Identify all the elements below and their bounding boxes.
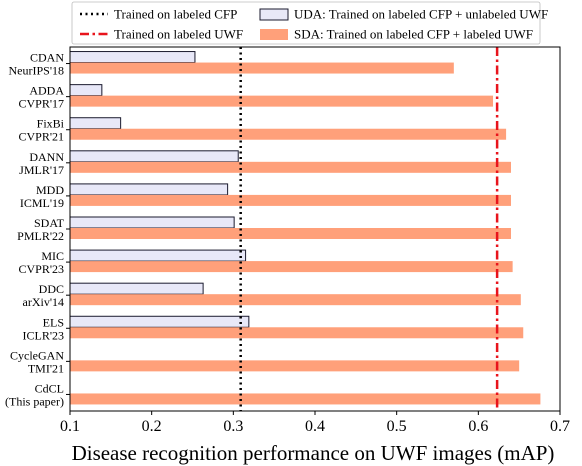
sda-bar — [70, 62, 454, 74]
uda-bar — [69, 84, 103, 97]
sda-bar — [70, 360, 520, 372]
y-tick-label-venue: PMLR'22 — [17, 229, 64, 243]
uda-bar — [69, 282, 204, 295]
x-tick-label: 0.6 — [468, 418, 488, 435]
uda-bar — [69, 150, 239, 163]
sda-bar — [70, 393, 541, 405]
sda-bar — [70, 128, 507, 140]
y-tick-label-venue: ICML'19 — [20, 196, 64, 210]
y-tick-label-venue: CVPR'21 — [18, 130, 64, 144]
y-tick-label-method: CycleGAN — [10, 348, 64, 362]
legend-label-sda: SDA: Trained on labeled CFP + labeled UW… — [294, 27, 533, 42]
sda-bar — [70, 261, 513, 273]
y-tick-label-method: SDAT — [34, 216, 65, 230]
x-axis-label: Disease recognition performance on UWF i… — [72, 441, 555, 465]
uda-bar — [69, 249, 247, 262]
x-tick-label: 0.2 — [142, 418, 162, 435]
legend-swatch-sda — [260, 29, 288, 40]
y-tick-label-method: FixBi — [37, 117, 65, 131]
legend: Trained on labeled CFP Trained on labele… — [71, 1, 548, 45]
legend-label-uwf-line: Trained on labeled UWF — [114, 27, 243, 42]
y-tick-label-method: MDD — [36, 183, 64, 197]
x-tick-label: 0.3 — [223, 418, 243, 435]
x-tick-label: 0.4 — [305, 418, 325, 435]
sda-bar — [70, 327, 524, 339]
y-tick-label-method: ELS — [43, 315, 64, 329]
y-tick-label-method: DANN — [29, 150, 64, 164]
x-axis: 0.1 0.2 0.3 0.4 0.5 0.6 0.7 — [60, 411, 570, 435]
y-tick-label-method: DDC — [39, 282, 64, 296]
sda-bar — [70, 194, 511, 206]
y-tick-label-venue: JMLR'17 — [19, 163, 64, 177]
y-tick-label-venue: (This paper) — [5, 394, 64, 408]
sda-bar — [70, 161, 511, 173]
plot-area — [69, 47, 541, 411]
uda-bar — [69, 183, 229, 196]
uda-bar — [69, 216, 235, 229]
legend-label-uda: UDA: Trained on labeled CFP + unlabeled … — [294, 7, 548, 22]
y-tick-label-venue: NeurIPS'18 — [9, 64, 65, 78]
y-tick-label-method: CDAN — [30, 51, 64, 65]
y-tick-label-venue: CVPR'17 — [18, 97, 64, 111]
x-tick-label: 0.7 — [550, 418, 570, 435]
x-tick-label: 0.1 — [60, 418, 80, 435]
sda-bar — [70, 95, 494, 107]
y-tick-label-method: MIC — [41, 249, 64, 263]
y-tick-label-method: ADDA — [29, 84, 64, 98]
y-tick-label-venue: TMI'21 — [28, 361, 64, 375]
x-tick-label: 0.5 — [387, 418, 407, 435]
uda-bar — [69, 315, 250, 328]
legend-frame — [71, 1, 541, 45]
y-tick-label-venue: ICLR'23 — [23, 328, 65, 342]
uda-bar — [69, 51, 196, 64]
sda-bar — [70, 228, 511, 239]
y-tick-label-venue: CVPR'23 — [18, 262, 64, 276]
y-tick-label-venue: arXiv'14 — [23, 295, 64, 309]
legend-swatch-uda — [259, 8, 289, 21]
uda-bar — [69, 117, 122, 130]
legend-label-cfp-line: Trained on labeled CFP — [114, 7, 237, 22]
y-tick-label-method: CdCL — [35, 381, 64, 395]
sda-bar — [70, 294, 521, 306]
